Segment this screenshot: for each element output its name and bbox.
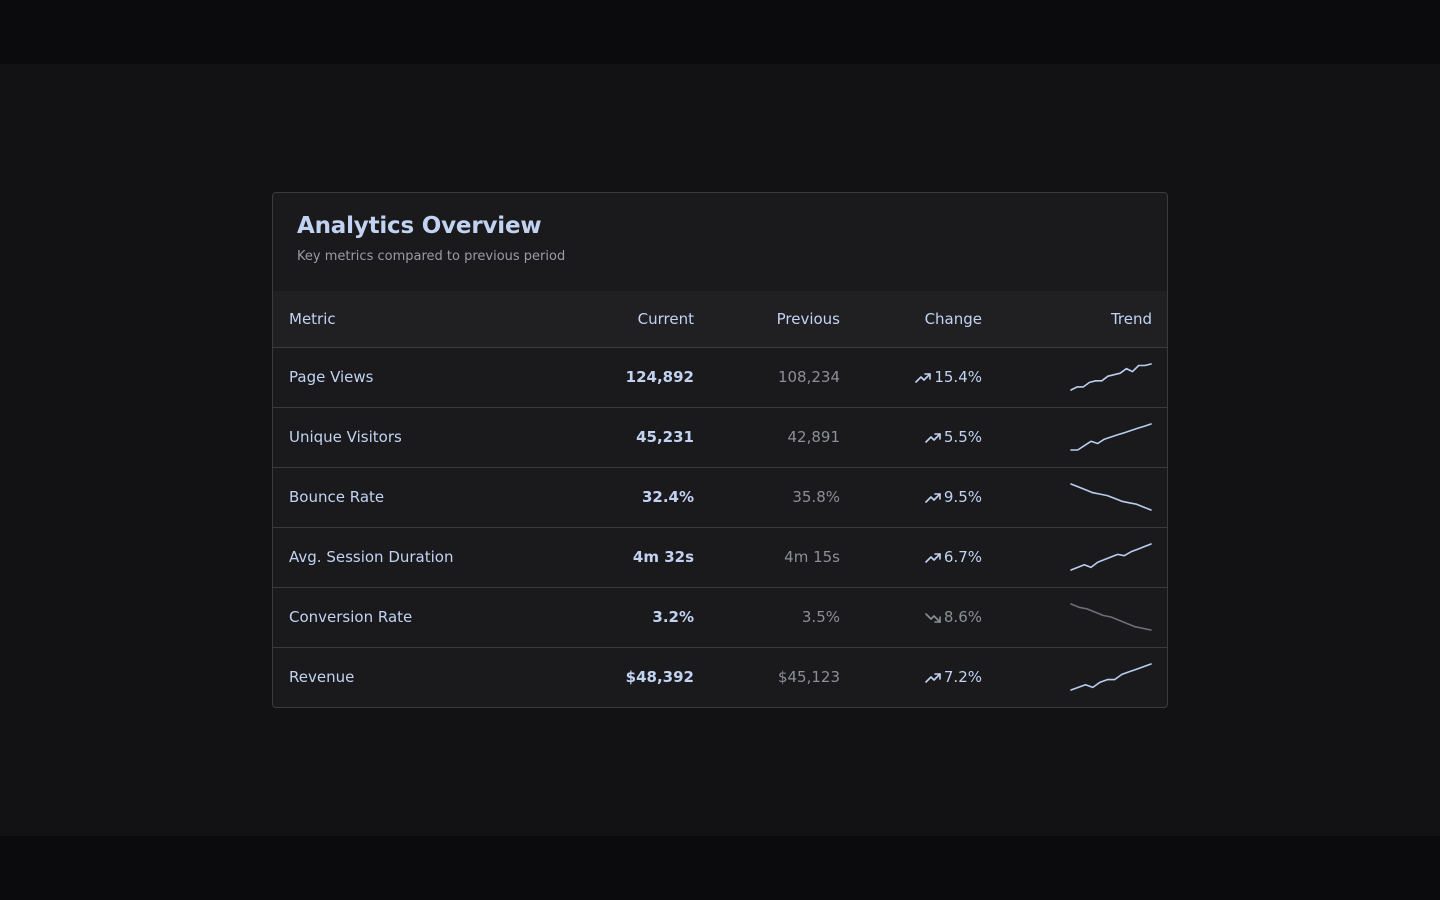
metric-name: Bounce Rate: [289, 488, 385, 506]
change-percent: 7.2%: [943, 668, 982, 686]
sparkline: [1069, 662, 1153, 692]
change-percent: 9.5%: [943, 488, 982, 506]
table-row: Conversion Rate 3.2% 3.5% 8.6%: [273, 588, 1167, 648]
change-value: 6.7%: [925, 528, 982, 587]
sparkline-chart: [1070, 663, 1152, 691]
trending-up-icon: [925, 432, 941, 444]
change-value: 9.5%: [925, 468, 982, 527]
table-row: Avg. Session Duration 4m 32s 4m 15s 6.7%: [273, 528, 1167, 588]
change-percent: 8.6%: [943, 608, 982, 626]
previous-value: 42,891: [787, 428, 841, 446]
change-value: 5.5%: [925, 408, 982, 467]
sparkline-chart: [1070, 423, 1152, 451]
previous-value: 108,234: [777, 368, 840, 386]
trending-up-icon: [925, 552, 941, 564]
metric-name: Revenue: [289, 668, 355, 686]
card-title: Analytics Overview: [297, 213, 542, 239]
sparkline: [1069, 362, 1153, 392]
column-header-previous: Previous: [776, 310, 840, 328]
sparkline-chart: [1070, 483, 1152, 511]
trending-up-icon: [925, 672, 941, 684]
sparkline: [1069, 422, 1153, 452]
sparkline-series: [1070, 363, 1152, 391]
previous-value: $45,123: [777, 668, 840, 686]
sparkline-series: [1070, 543, 1152, 571]
metric-name: Page Views: [289, 368, 374, 386]
column-header-change: Change: [924, 310, 982, 328]
sparkline-chart: [1070, 603, 1152, 631]
current-value: 45,231: [636, 428, 694, 446]
sparkline-chart: [1070, 543, 1152, 571]
current-value: $48,392: [625, 668, 694, 686]
table-row: Unique Visitors 45,231 42,891 5.5%: [273, 408, 1167, 468]
change-percent: 6.7%: [943, 548, 982, 566]
table-body: Page Views 124,892 108,234 15.4% Unique …: [273, 348, 1167, 707]
previous-value: 35.8%: [792, 488, 840, 506]
bottom-letterbox: [0, 836, 1440, 900]
sparkline-series: [1070, 483, 1152, 511]
metric-name: Conversion Rate: [289, 608, 413, 626]
sparkline-chart: [1070, 363, 1152, 391]
column-header-trend: Trend: [1110, 310, 1152, 328]
card-subtitle: Key metrics compared to previous period: [297, 249, 566, 264]
current-value: 32.4%: [641, 488, 694, 506]
trending-up-icon: [915, 372, 932, 384]
column-header-current: Current: [637, 310, 694, 328]
change-percent: 15.4%: [934, 368, 982, 386]
change-value: 7.2%: [925, 648, 982, 707]
table-row: Page Views 124,892 108,234 15.4%: [273, 348, 1167, 408]
previous-value: 4m 15s: [784, 548, 840, 566]
table-row: Bounce Rate 32.4% 35.8% 9.5%: [273, 468, 1167, 528]
current-value: 3.2%: [652, 608, 694, 626]
sparkline: [1069, 482, 1153, 512]
analytics-card: Analytics Overview Key metrics compared …: [272, 192, 1168, 708]
change-value: 8.6%: [925, 588, 982, 647]
top-letterbox: [0, 0, 1440, 64]
change-percent: 5.5%: [943, 428, 982, 446]
current-value: 124,892: [625, 368, 694, 386]
change-value: 15.4%: [915, 348, 982, 407]
metric-name: Unique Visitors: [289, 428, 402, 446]
trending-down-icon: [925, 612, 941, 624]
metric-name: Avg. Session Duration: [289, 548, 454, 566]
trending-up-icon: [925, 492, 941, 504]
previous-value: 3.5%: [801, 608, 840, 626]
sparkline: [1069, 602, 1153, 632]
card-header: Analytics Overview Key metrics compared …: [273, 193, 1167, 291]
table-row: Revenue $48,392 $45,123 7.2%: [273, 648, 1167, 707]
sparkline-series: [1070, 663, 1152, 691]
sparkline-series: [1070, 423, 1152, 451]
current-value: 4m 32s: [632, 548, 694, 566]
table-header: Metric Current Previous Change Trend: [273, 291, 1167, 348]
sparkline: [1069, 542, 1153, 572]
column-header-metric: Metric: [289, 310, 336, 328]
sparkline-series: [1070, 603, 1152, 631]
